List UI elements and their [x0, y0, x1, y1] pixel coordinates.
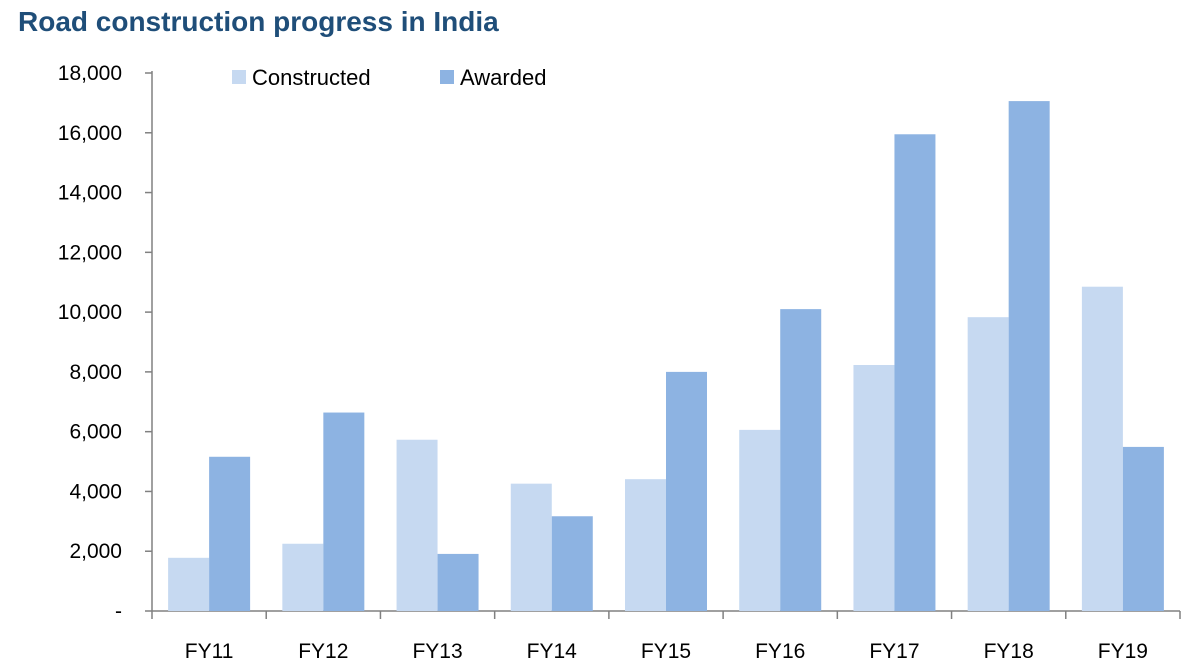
bar-awarded-fy17 [894, 134, 936, 611]
legend-label-awarded: Awarded [460, 65, 546, 90]
y-tick-label: 2,000 [69, 540, 122, 563]
bar-constructed-fy13 [396, 439, 438, 611]
bar-awarded-fy14 [551, 516, 593, 611]
y-tick-label: 4,000 [69, 480, 122, 503]
bar-awarded-fy13 [437, 553, 479, 611]
legend-label-constructed: Constructed [252, 65, 371, 90]
y-tick-label: 10,000 [58, 301, 122, 324]
legend-swatch-awarded [440, 70, 454, 84]
x-tick-label: FY19 [1098, 640, 1148, 663]
bar-awarded-fy16 [780, 309, 822, 611]
x-tick-label: FY13 [412, 640, 462, 663]
y-tick-label: 16,000 [58, 122, 122, 145]
y-tick-label: 8,000 [69, 361, 122, 384]
legend: Constructed Awarded [232, 65, 546, 90]
chart-title: Road construction progress in India [18, 6, 499, 37]
bar-constructed-fy12 [282, 543, 324, 611]
bar-constructed-fy14 [510, 483, 552, 611]
bar-constructed-fy16 [739, 429, 781, 611]
x-tick-label: FY16 [755, 640, 805, 663]
bar-awarded-fy12 [323, 412, 365, 611]
y-tick-label: 14,000 [58, 182, 122, 205]
y-tick-label: 12,000 [58, 241, 122, 264]
legend-swatch-constructed [232, 70, 246, 84]
x-tick-label: FY12 [298, 640, 348, 663]
x-tick-label: FY15 [641, 640, 691, 663]
y-tick-label: 6,000 [69, 421, 122, 444]
x-tick-label: FY17 [869, 640, 919, 663]
bars [168, 101, 1164, 612]
bar-awarded-fy19 [1122, 446, 1164, 611]
y-tick-label: - [115, 600, 122, 623]
bar-constructed-fy18 [967, 317, 1009, 611]
y-tick-label: 18,000 [58, 62, 122, 85]
bar-constructed-fy11 [168, 557, 210, 611]
bar-constructed-fy19 [1081, 286, 1123, 611]
x-tick-label: FY11 [185, 640, 234, 663]
bar-constructed-fy17 [853, 365, 895, 611]
bar-awarded-fy18 [1008, 101, 1050, 612]
bar-constructed-fy15 [625, 479, 666, 611]
x-tick-label: FY18 [984, 640, 1034, 663]
bar-awarded-fy11 [209, 456, 251, 611]
x-axis-ticks: FY11 FY12 FY13 FY14 FY15 FY16 FY17 FY18 FY19 [151, 611, 1181, 663]
x-tick-label: FY14 [527, 640, 578, 663]
bar-awarded-fy15 [666, 371, 707, 611]
y-axis-ticks: - 2,000 4,000 6,000 8,000 10,000 12,000 14,000 1… [58, 62, 152, 623]
